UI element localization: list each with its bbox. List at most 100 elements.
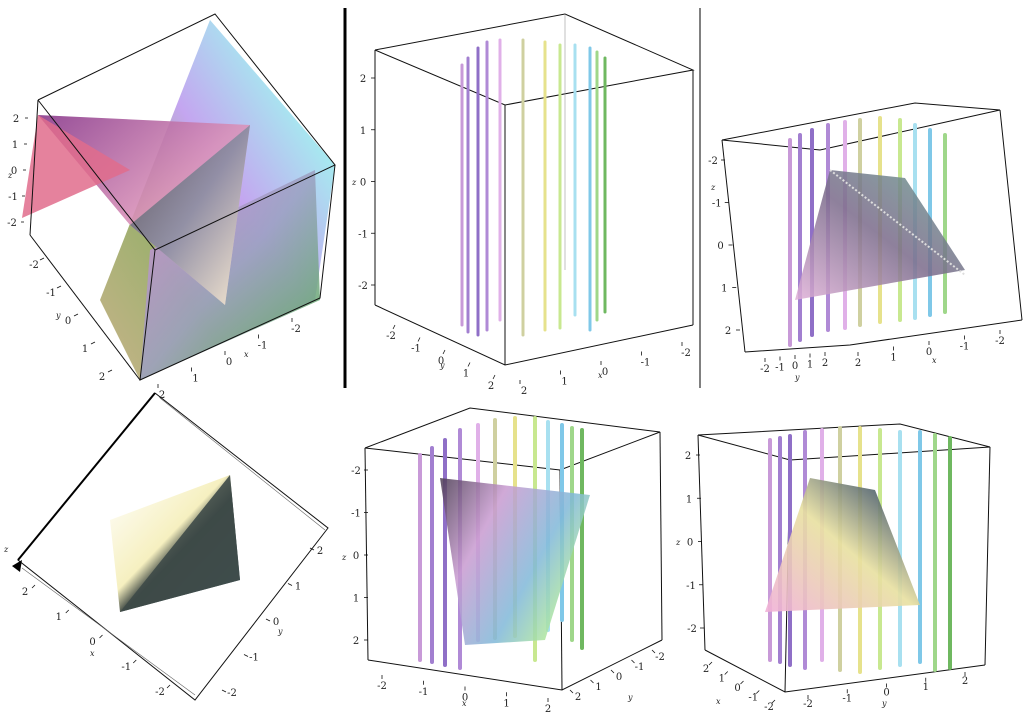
- tick-label: 1: [360, 126, 366, 137]
- z-axis-ticks: -2 -1 0 1 2: [351, 466, 368, 647]
- axis-tick: [309, 547, 315, 551]
- axis-tick: [442, 349, 446, 355]
- tick-label: 1: [295, 582, 301, 593]
- tick-label: -1: [8, 192, 18, 203]
- bounding-box-edge-bottom: [29, 234, 141, 381]
- bounding-box: [364, 407, 661, 471]
- panel-bottom-middle: -2 -1 0 1 2 -2 -1 0 1 2 2 1 0 -1 -2 z x y: [341, 407, 665, 715]
- axis-tick: [467, 362, 471, 367]
- axis-tick: [90, 341, 96, 345]
- panel-top-middle: 2 1 0 -1 -2 -2 -1 0 1 2 2 1 0 -1 -2 z y x: [351, 13, 695, 397]
- x-axis-ticks: 210-1-2: [519, 342, 691, 397]
- bounding-box-bottom: [744, 319, 1023, 353]
- tick-label: 2: [545, 704, 551, 715]
- axis-tick: [166, 684, 171, 689]
- tick-label: 2: [99, 372, 105, 383]
- tick-label: -2: [7, 218, 17, 229]
- tick-label: 1: [56, 612, 62, 623]
- tick-label: 2: [822, 358, 828, 369]
- axis-tick: [631, 659, 635, 664]
- tick-label: 1: [686, 494, 692, 505]
- tick-label: 0: [273, 617, 279, 628]
- x-axis-label: x: [932, 356, 937, 365]
- tick-label: -2: [291, 324, 301, 335]
- tick-label: 0: [11, 166, 17, 177]
- axis-tick: [243, 654, 249, 657]
- z-axis-ticks: 2 1 0 -1 -2: [685, 451, 704, 635]
- z-axis-ticks: -2 -1 0 1 2: [708, 156, 740, 337]
- triangle-surface: [130, 125, 250, 305]
- y-axis-ticks: -2 -1 0 1 2: [29, 257, 113, 383]
- x-axis-label: x: [462, 699, 467, 708]
- tick-label: 2: [521, 386, 527, 397]
- bounding-box-edge: [984, 446, 991, 666]
- tick-label: 2: [159, 390, 165, 401]
- bounding-box-edge: [364, 447, 369, 661]
- x-axis-label: x: [716, 697, 721, 706]
- bounding-box-bottom: [374, 304, 694, 366]
- tick-label: 2: [575, 692, 581, 703]
- axis-tick: [417, 337, 421, 342]
- tick-label: 1: [719, 674, 725, 685]
- wedge-surface-left: [22, 115, 130, 218]
- tick-label: -2: [995, 336, 1005, 347]
- tick-label: 2: [488, 381, 494, 392]
- axis-tick: [492, 374, 496, 380]
- tick-label: 1: [503, 698, 509, 709]
- tick-label: 0: [734, 683, 740, 694]
- tick-label: 1: [923, 682, 929, 693]
- x-axis-label: x: [90, 649, 95, 658]
- axis-tick: [31, 584, 36, 589]
- panel-top-left: 2 1 0 -1 -2 -2 -1 0 1 2 2 1 0 -1 -2 z y x: [7, 13, 336, 401]
- tick-label: -2: [764, 702, 774, 713]
- tick-label: -1: [249, 653, 259, 664]
- tick-label: -2: [351, 466, 361, 477]
- tick-label: 2: [22, 587, 28, 598]
- diagonal-edge: [829, 169, 966, 276]
- tick-label: 2: [685, 451, 691, 462]
- tick-label: 0: [883, 688, 889, 699]
- tick-label: 1: [807, 360, 813, 371]
- tick-label: 0: [462, 693, 468, 704]
- z-axis-ticks: 2 1 0 -1 -2: [358, 74, 375, 292]
- tick-label: 0: [226, 357, 232, 368]
- axis-tick: [221, 689, 227, 693]
- tick-label: -1: [46, 288, 56, 299]
- tick-label: 0: [438, 356, 444, 367]
- tick-label: -1: [712, 199, 722, 210]
- axis-tick: [569, 689, 574, 694]
- bounding-box-edges: [139, 164, 336, 381]
- z-axis-label: z: [675, 538, 681, 547]
- plane-surface: [765, 478, 920, 612]
- tick-label: 0: [602, 367, 608, 378]
- tick-label: 0: [616, 672, 622, 683]
- axis-tick: [73, 313, 79, 317]
- tick-label: 1: [595, 682, 601, 693]
- y-axis-label: y: [55, 311, 61, 320]
- tick-label: 0: [89, 637, 95, 648]
- tick-label: -1: [748, 693, 758, 704]
- x-axis-ticks: 210-1-2: [703, 661, 776, 713]
- z-axis-label: z: [7, 171, 13, 180]
- tick-label: 2: [317, 546, 323, 557]
- tick-label: -2: [29, 260, 39, 271]
- y-axis-label: y: [881, 699, 887, 708]
- x-axis-label: x: [598, 371, 603, 380]
- axis-tick: [610, 669, 615, 674]
- tick-label: -1: [775, 363, 785, 374]
- axis-tick: [99, 634, 103, 639]
- vertical-lines: [460, 38, 607, 337]
- plane-surface: [795, 170, 965, 300]
- tick-label: 1: [12, 140, 18, 151]
- plane-surface-lower: [140, 170, 320, 380]
- tick-label: -2: [760, 364, 770, 375]
- tick-label: 2: [13, 114, 19, 125]
- z-axis-label: z: [351, 178, 357, 187]
- y-axis-ticks: 2 1 0 -1 -2: [569, 649, 665, 703]
- tick-label: -1: [419, 687, 429, 698]
- z-axis-label: z: [3, 545, 9, 554]
- bounding-box-inner-edge: [21, 567, 196, 696]
- axis-tick: [651, 649, 656, 654]
